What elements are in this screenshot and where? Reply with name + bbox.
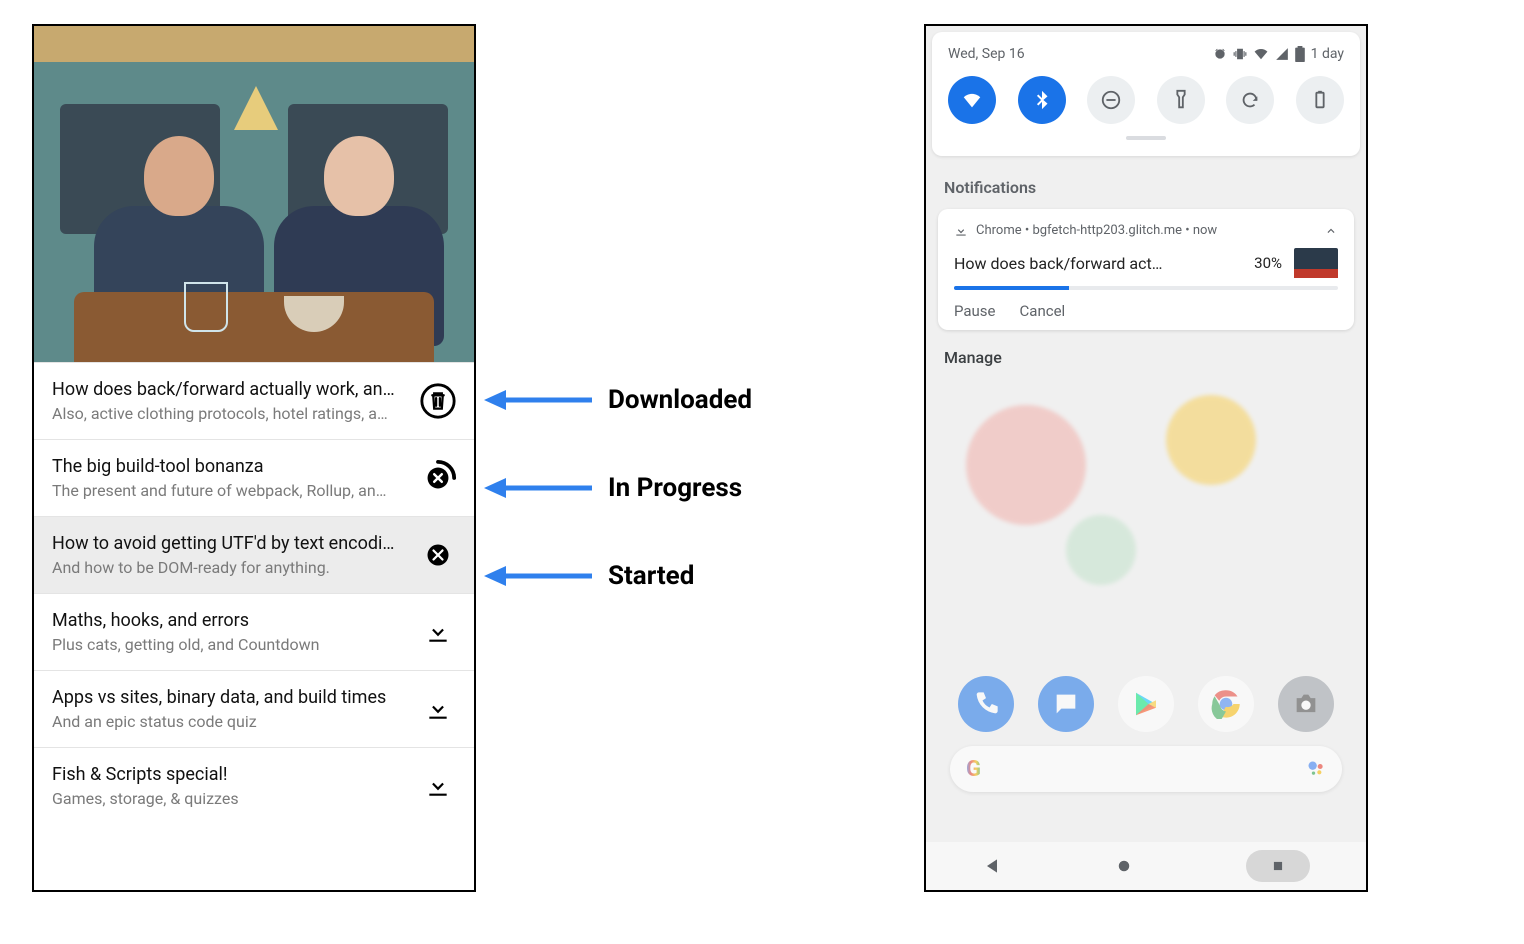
download-icon[interactable] (425, 773, 451, 799)
episode-row[interactable]: How does back/forward actually work, an…… (34, 362, 474, 439)
vibrate-icon (1233, 47, 1247, 61)
qs-rotate-button[interactable] (1226, 76, 1274, 124)
app-dock (926, 676, 1366, 732)
app-camera-icon[interactable] (1278, 676, 1334, 732)
annotation-label: In Progress (608, 473, 742, 503)
download-icon[interactable] (425, 619, 451, 645)
episode-row[interactable]: Fish & Scripts special! Games, storage, … (34, 747, 474, 824)
app-play-icon[interactable] (1118, 676, 1174, 732)
search-pill[interactable]: G (950, 746, 1342, 792)
android-nav-bar (926, 842, 1366, 890)
progress-bar (954, 286, 1338, 290)
annotation-label: Downloaded (608, 385, 752, 415)
qs-dnd-button[interactable] (1087, 76, 1135, 124)
battery-text: 1 day (1311, 46, 1344, 62)
notification-thumbnail (1294, 248, 1338, 278)
episode-title: Apps vs sites, binary data, and build ti… (52, 687, 406, 708)
episode-row[interactable]: Apps vs sites, binary data, and build ti… (34, 670, 474, 747)
cancel-icon[interactable] (423, 540, 453, 570)
episode-subtitle: Plus cats, getting old, and Countdown (52, 635, 406, 654)
episode-list: How does back/forward actually work, an…… (34, 362, 474, 890)
qs-wifi-button[interactable] (948, 76, 996, 124)
episode-action[interactable] (418, 458, 458, 498)
episode-subtitle: Also, active clothing protocols, hotel r… (52, 404, 406, 423)
episode-row[interactable]: How to avoid getting UTF'd by text encod… (34, 516, 474, 593)
qs-flashlight-button[interactable] (1157, 76, 1205, 124)
episode-action[interactable] (418, 612, 458, 652)
episode-subtitle: And an epic status code quiz (52, 712, 406, 731)
annotation-arrow: Downloaded (484, 380, 752, 420)
alarm-icon (1213, 47, 1227, 61)
annotation-arrow: In Progress (484, 468, 742, 508)
battery-icon (1295, 46, 1305, 62)
hero-thumbnail (34, 26, 474, 362)
download-icon (954, 224, 968, 238)
progress-cancel-icon[interactable] (419, 459, 457, 497)
quick-settings-card: Wed, Sep 16 1 day (932, 32, 1360, 156)
app-phone-icon[interactable] (958, 676, 1014, 732)
app-messages-icon[interactable] (1038, 676, 1094, 732)
android-phone: Wed, Sep 16 1 day Notifications Chrome •… (924, 24, 1368, 892)
manage-button[interactable]: Manage (926, 330, 1366, 385)
chevron-up-icon[interactable] (1324, 224, 1338, 238)
trash-icon[interactable] (419, 382, 457, 420)
episode-title: The big build-tool bonanza (52, 456, 406, 477)
nav-recents-icon[interactable] (1246, 850, 1310, 882)
episode-title: Fish & Scripts special! (52, 764, 406, 785)
app-chrome-icon[interactable] (1198, 676, 1254, 732)
episode-title: How to avoid getting UTF'd by text encod… (52, 533, 406, 554)
qs-bluetooth-button[interactable] (1018, 76, 1066, 124)
signal-icon (1275, 47, 1289, 61)
episode-action[interactable] (418, 689, 458, 729)
wifi-icon (1253, 47, 1269, 61)
notification-progress-pct: 30% (1254, 254, 1282, 272)
annotation-label: Started (608, 561, 694, 591)
episode-action[interactable] (418, 381, 458, 421)
status-date: Wed, Sep 16 (948, 46, 1025, 62)
notification-source: Chrome • bgfetch-http203.glitch.me • now (976, 223, 1217, 238)
episode-row[interactable]: Maths, hooks, and errors Plus cats, gett… (34, 593, 474, 670)
episode-action[interactable] (418, 766, 458, 806)
qs-drag-handle[interactable] (1126, 136, 1166, 140)
download-icon[interactable] (425, 696, 451, 722)
notifications-heading: Notifications (938, 168, 1354, 209)
episode-list-phone: How does back/forward actually work, an…… (32, 24, 476, 892)
annotation-arrow: Started (484, 556, 694, 596)
episode-title: How does back/forward actually work, an… (52, 379, 406, 400)
episode-subtitle: And how to be DOM-ready for anything. (52, 558, 406, 577)
nav-home-icon[interactable] (1115, 857, 1133, 875)
home-screen-blur: G (926, 385, 1366, 842)
status-indicators: 1 day (1213, 46, 1344, 62)
episode-subtitle: The present and future of webpack, Rollu… (52, 481, 406, 500)
episode-title: Maths, hooks, and errors (52, 610, 406, 631)
episode-action[interactable] (418, 535, 458, 575)
notif-action-pause[interactable]: Pause (954, 302, 996, 320)
notif-action-cancel[interactable]: Cancel (1020, 302, 1066, 320)
progress-fill (954, 286, 1069, 290)
quick-settings-row (946, 72, 1346, 124)
nav-back-icon[interactable] (982, 856, 1002, 876)
episode-row[interactable]: The big build-tool bonanza The present a… (34, 439, 474, 516)
google-g-icon: G (966, 757, 981, 782)
notification-actions: Pause Cancel (954, 302, 1338, 320)
download-notification[interactable]: Chrome • bgfetch-http203.glitch.me • now… (938, 209, 1354, 330)
notification-area: Notifications Chrome • bgfetch-http203.g… (926, 162, 1366, 330)
assistant-icon (1306, 759, 1326, 779)
status-bar: Wed, Sep 16 1 day (946, 42, 1346, 72)
episode-subtitle: Games, storage, & quizzes (52, 789, 406, 808)
qs-battery-button[interactable] (1296, 76, 1344, 124)
notification-title: How does back/forward act… (954, 254, 1162, 273)
